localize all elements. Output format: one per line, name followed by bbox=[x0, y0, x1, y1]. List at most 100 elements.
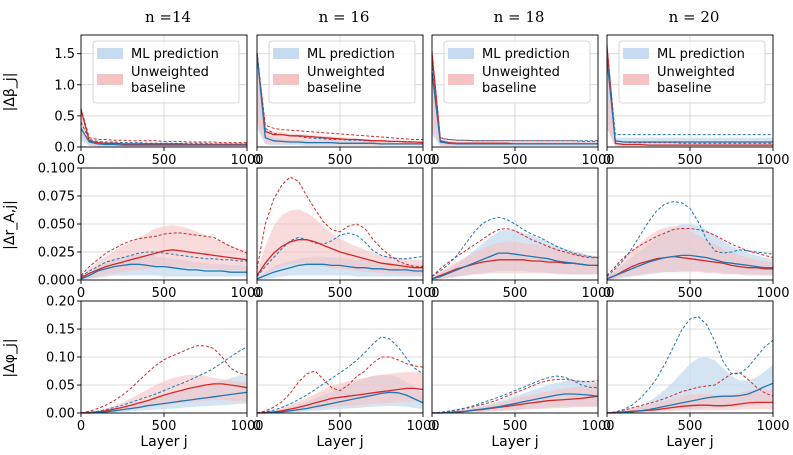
baseline-max-line bbox=[256, 176, 423, 269]
ml-max-line bbox=[606, 316, 774, 414]
column-title-3: n = 18 bbox=[494, 8, 545, 26]
legend-label-baseline-2: baseline bbox=[307, 81, 361, 96]
x-tick-label: 500 bbox=[152, 419, 177, 434]
legend-label-baseline-1: Unweighted bbox=[307, 65, 385, 80]
legend-label-baseline-2: baseline bbox=[482, 81, 536, 96]
column-title-2: n = 16 bbox=[319, 8, 370, 26]
baseline-band bbox=[607, 226, 773, 280]
x-tick-label: 500 bbox=[328, 153, 353, 168]
baseline-band bbox=[257, 209, 423, 279]
x-tick-label: 500 bbox=[152, 286, 177, 301]
x-tick-label: 0 bbox=[77, 286, 85, 301]
legend-label-baseline-1: Unweighted bbox=[657, 65, 735, 80]
panel-r3-c3: 0 500 1000 bbox=[428, 300, 615, 434]
y-tick-label: 0.000 bbox=[38, 274, 75, 289]
ml-mean-line bbox=[607, 382, 774, 414]
baseline-band bbox=[257, 53, 423, 146]
x-tick-label: 1000 bbox=[230, 153, 263, 168]
ml-mean-line bbox=[81, 391, 248, 414]
row-label-1: |Δβ_j| bbox=[2, 73, 18, 112]
x-tick-label: 1000 bbox=[230, 286, 263, 301]
legend-swatch-ml bbox=[273, 48, 299, 59]
x-tick-label: 1000 bbox=[581, 153, 614, 168]
ml-max-line bbox=[256, 232, 424, 277]
baseline-mean-line bbox=[606, 47, 773, 146]
x-tick-label: 0 bbox=[253, 419, 261, 434]
baseline-band bbox=[432, 383, 598, 413]
row-label-3: |Δφ_j| bbox=[2, 338, 18, 377]
legend-swatch-baseline bbox=[273, 74, 299, 85]
ml-mean-line bbox=[80, 127, 247, 146]
baseline-mean-line bbox=[256, 53, 424, 144]
legend-label-ml: ML prediction bbox=[131, 47, 219, 62]
baseline-band bbox=[432, 241, 598, 280]
legend-swatch-ml bbox=[623, 48, 649, 59]
x-tick-label: 500 bbox=[328, 419, 353, 434]
x-tick-label: 1000 bbox=[756, 153, 789, 168]
x-axis-labels: Layer j Layer j Layer j Layer j bbox=[140, 434, 713, 450]
panel-r2-c4: 0 500 1000 bbox=[603, 167, 790, 301]
legend-swatch-baseline bbox=[448, 74, 474, 85]
x-axis-label-1: Layer j bbox=[140, 434, 187, 450]
y-tick-label: 0.0 bbox=[54, 141, 75, 156]
ml-mean-line bbox=[606, 254, 773, 280]
legend-swatch-baseline bbox=[623, 74, 649, 85]
baseline-max-line bbox=[256, 356, 424, 414]
x-tick-label: 0 bbox=[428, 419, 436, 434]
y-tick-label: 1.0 bbox=[54, 78, 75, 93]
y-tick-label: 0.20 bbox=[46, 295, 75, 310]
x-tick-label: 500 bbox=[152, 153, 177, 168]
legend-label-baseline-1: Unweighted bbox=[131, 65, 209, 80]
y-tick-label: 0.05 bbox=[46, 379, 75, 394]
y-tick-label: 0.5 bbox=[54, 109, 75, 124]
ml-max-line bbox=[80, 251, 247, 278]
panel-r2-c3: 0 500 1000 bbox=[428, 167, 615, 301]
legend-swatch-ml bbox=[448, 48, 474, 59]
ml-max-line bbox=[431, 216, 599, 278]
baseline-max-line bbox=[431, 378, 599, 414]
legend-label-baseline-2: baseline bbox=[131, 81, 185, 96]
x-tick-label: 500 bbox=[503, 286, 528, 301]
legend-label-ml: ML prediction bbox=[482, 47, 570, 62]
legend-box bbox=[443, 40, 591, 104]
y-tick-label: 0.075 bbox=[38, 190, 75, 205]
x-tick-label: 0 bbox=[253, 153, 261, 168]
x-tick-label: 0 bbox=[253, 286, 261, 301]
x-tick-label: 500 bbox=[503, 153, 528, 168]
column-titles: n =14 n = 16 n = 18 n = 20 bbox=[145, 8, 719, 26]
ml-max-line bbox=[606, 201, 774, 277]
x-tick-label: 1000 bbox=[406, 419, 439, 434]
ml-mean-line bbox=[431, 252, 598, 280]
x-tick-label: 500 bbox=[678, 419, 703, 434]
baseline-max-line bbox=[80, 345, 248, 414]
panel-r2-c1: 0.000 0.025 0.050 0.075 0.100 0 500 1000 bbox=[38, 162, 264, 302]
x-tick-label: 1000 bbox=[406, 286, 439, 301]
ml-max-line bbox=[431, 62, 598, 142]
ml-max-line bbox=[606, 47, 773, 136]
legend-label-baseline-2: baseline bbox=[657, 81, 711, 96]
x-tick-label: 1000 bbox=[756, 286, 789, 301]
baseline-max-line bbox=[431, 227, 598, 277]
ml-mean-line bbox=[80, 263, 247, 280]
ml-mean-line bbox=[431, 72, 598, 145]
baseline-mean-line bbox=[80, 249, 248, 279]
x-tick-label: 1000 bbox=[406, 153, 439, 168]
legend-label-ml: ML prediction bbox=[657, 47, 745, 62]
y-tick-label: 0.050 bbox=[38, 218, 75, 233]
baseline-mean-line bbox=[606, 255, 773, 280]
baseline-band bbox=[257, 372, 423, 413]
x-tick-label: 500 bbox=[503, 419, 528, 434]
y-tick-label: 0.00 bbox=[46, 407, 75, 422]
legend-label-ml: ML prediction bbox=[307, 47, 395, 62]
x-tick-label: 500 bbox=[678, 286, 703, 301]
ml-mean-line bbox=[256, 53, 423, 145]
legend-swatch-baseline bbox=[97, 74, 123, 85]
x-axis-label-3: Layer j bbox=[491, 434, 538, 450]
legend-box bbox=[268, 40, 416, 104]
panel-r3-c2: 0 500 1000 bbox=[253, 300, 440, 434]
y-tick-label: 0.15 bbox=[46, 323, 75, 338]
